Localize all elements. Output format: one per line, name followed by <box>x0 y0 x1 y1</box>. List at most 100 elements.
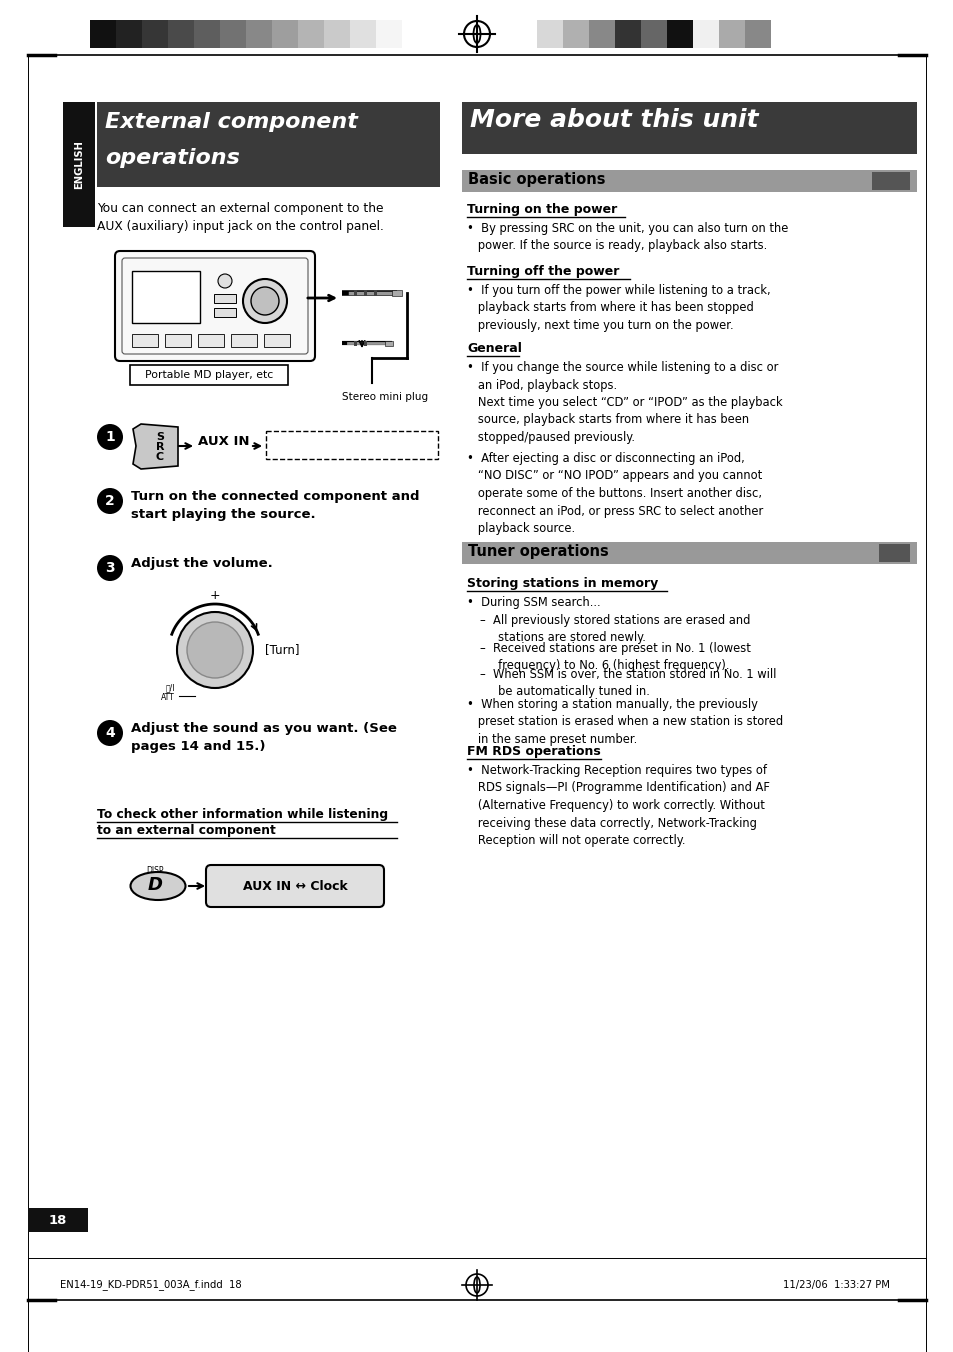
Text: –  When SSM is over, the station stored in No. 1 will
     be automatically tune: – When SSM is over, the station stored i… <box>479 668 776 699</box>
Bar <box>692 20 719 49</box>
Bar <box>719 20 744 49</box>
Circle shape <box>218 274 232 288</box>
Text: 1: 1 <box>105 430 114 443</box>
Bar <box>28 1207 88 1232</box>
Text: EN14-19_KD-PDR51_003A_f.indd  18: EN14-19_KD-PDR51_003A_f.indd 18 <box>60 1279 241 1290</box>
Bar <box>213 293 235 303</box>
Circle shape <box>243 279 287 323</box>
Bar <box>385 341 393 346</box>
Bar <box>272 20 297 49</box>
Bar <box>461 170 916 192</box>
Text: [Turn]: [Turn] <box>265 644 299 657</box>
Bar <box>461 542 916 564</box>
Ellipse shape <box>131 872 185 900</box>
Bar <box>744 20 770 49</box>
Bar <box>168 20 193 49</box>
Text: External component: External component <box>105 112 357 132</box>
Bar <box>615 20 640 49</box>
Bar <box>220 20 246 49</box>
Text: ENGLISH: ENGLISH <box>74 141 84 189</box>
Bar <box>116 20 142 49</box>
Text: 2: 2 <box>105 493 114 508</box>
Text: Turning off the power: Turning off the power <box>467 265 618 279</box>
Polygon shape <box>132 425 178 469</box>
Circle shape <box>251 287 278 315</box>
Bar <box>142 20 168 49</box>
Text: Portable MD player, etc: Portable MD player, etc <box>145 370 273 380</box>
Text: •  Network-Tracking Reception requires two types of
   RDS signals—PI (Programme: • Network-Tracking Reception requires tw… <box>467 764 769 846</box>
Bar <box>193 20 220 49</box>
Text: Turn on the connected component and
start playing the source.: Turn on the connected component and star… <box>131 489 419 521</box>
FancyBboxPatch shape <box>206 865 384 907</box>
Circle shape <box>187 622 243 677</box>
Bar <box>264 334 290 347</box>
Text: operations: operations <box>105 147 239 168</box>
Text: Turning on the power: Turning on the power <box>467 203 617 216</box>
Bar <box>198 334 224 347</box>
Circle shape <box>97 425 123 450</box>
Bar <box>297 20 324 49</box>
Text: R: R <box>155 442 164 452</box>
Bar <box>63 101 95 227</box>
Bar <box>588 20 615 49</box>
Text: C: C <box>155 452 164 462</box>
Bar <box>97 101 439 187</box>
Bar <box>666 20 692 49</box>
Text: You can connect an external component to the
AUX (auxiliary) input jack on the c: You can connect an external component to… <box>97 201 383 233</box>
Bar <box>350 20 375 49</box>
Bar <box>130 365 288 385</box>
Text: 18: 18 <box>49 1214 67 1226</box>
Text: •  During SSM search...: • During SSM search... <box>467 596 600 608</box>
Bar <box>374 289 376 296</box>
FancyBboxPatch shape <box>115 251 314 361</box>
Bar <box>354 341 356 346</box>
Bar <box>461 101 916 154</box>
Bar <box>375 20 401 49</box>
Circle shape <box>97 721 123 746</box>
Text: Adjust the volume.: Adjust the volume. <box>131 557 273 571</box>
Bar <box>90 20 116 49</box>
Text: S: S <box>156 433 164 442</box>
Text: More about this unit: More about this unit <box>470 108 758 132</box>
Bar <box>364 341 367 346</box>
Text: •  If you change the source while listening to a disc or
   an iPod, playback st: • If you change the source while listeni… <box>467 361 781 443</box>
Text: –  All previously stored stations are erased and
     stations are stored newly.: – All previously stored stations are era… <box>479 614 750 645</box>
Bar <box>640 20 666 49</box>
Text: •  After ejecting a disc or disconnecting an iPod,
   “NO DISC” or “NO IPOD” app: • After ejecting a disc or disconnecting… <box>467 452 762 535</box>
Bar <box>392 289 401 296</box>
Bar <box>871 172 909 191</box>
Text: D: D <box>148 876 162 894</box>
Text: 11/23/06  1:33:27 PM: 11/23/06 1:33:27 PM <box>782 1280 889 1290</box>
Bar <box>354 289 356 296</box>
Text: 4: 4 <box>105 726 114 740</box>
Bar <box>364 289 367 296</box>
Text: Storing stations in memory: Storing stations in memory <box>467 577 658 589</box>
Text: •  If you turn off the power while listening to a track,
   playback starts from: • If you turn off the power while listen… <box>467 284 770 333</box>
Bar <box>537 20 562 49</box>
Bar <box>132 270 200 323</box>
Text: To check other information while listening: To check other information while listeni… <box>97 808 388 821</box>
Bar <box>324 20 350 49</box>
Text: DISP: DISP <box>146 867 164 875</box>
Text: +: + <box>210 589 220 602</box>
Text: •  When storing a station manually, the previously
   preset station is erased w: • When storing a station manually, the p… <box>467 698 782 746</box>
Text: General: General <box>467 342 521 356</box>
Circle shape <box>177 612 253 688</box>
Text: ⏻/I
ATT: ⏻/I ATT <box>161 683 174 703</box>
Bar <box>562 20 588 49</box>
Bar <box>266 431 437 458</box>
Text: FM RDS operations: FM RDS operations <box>467 745 600 758</box>
Bar <box>132 334 158 347</box>
Text: –  Received stations are preset in No. 1 (lowest
     frequency) to No. 6 (highe: – Received stations are preset in No. 1 … <box>479 642 750 672</box>
Bar <box>213 308 235 316</box>
Text: AUX IN ↔ Clock: AUX IN ↔ Clock <box>242 880 347 892</box>
Text: •  By pressing SRC on the unit, you can also turn on the
   power. If the source: • By pressing SRC on the unit, you can a… <box>467 222 787 253</box>
Text: Basic operations: Basic operations <box>468 172 605 187</box>
Text: 3: 3 <box>105 561 114 575</box>
Bar <box>246 20 272 49</box>
Bar <box>165 334 191 347</box>
Text: Adjust the sound as you want. (See
pages 14 and 15.): Adjust the sound as you want. (See pages… <box>131 722 396 753</box>
Circle shape <box>97 556 123 581</box>
Text: Stereo mini plug: Stereo mini plug <box>341 392 428 402</box>
Text: Tuner operations: Tuner operations <box>468 544 608 558</box>
